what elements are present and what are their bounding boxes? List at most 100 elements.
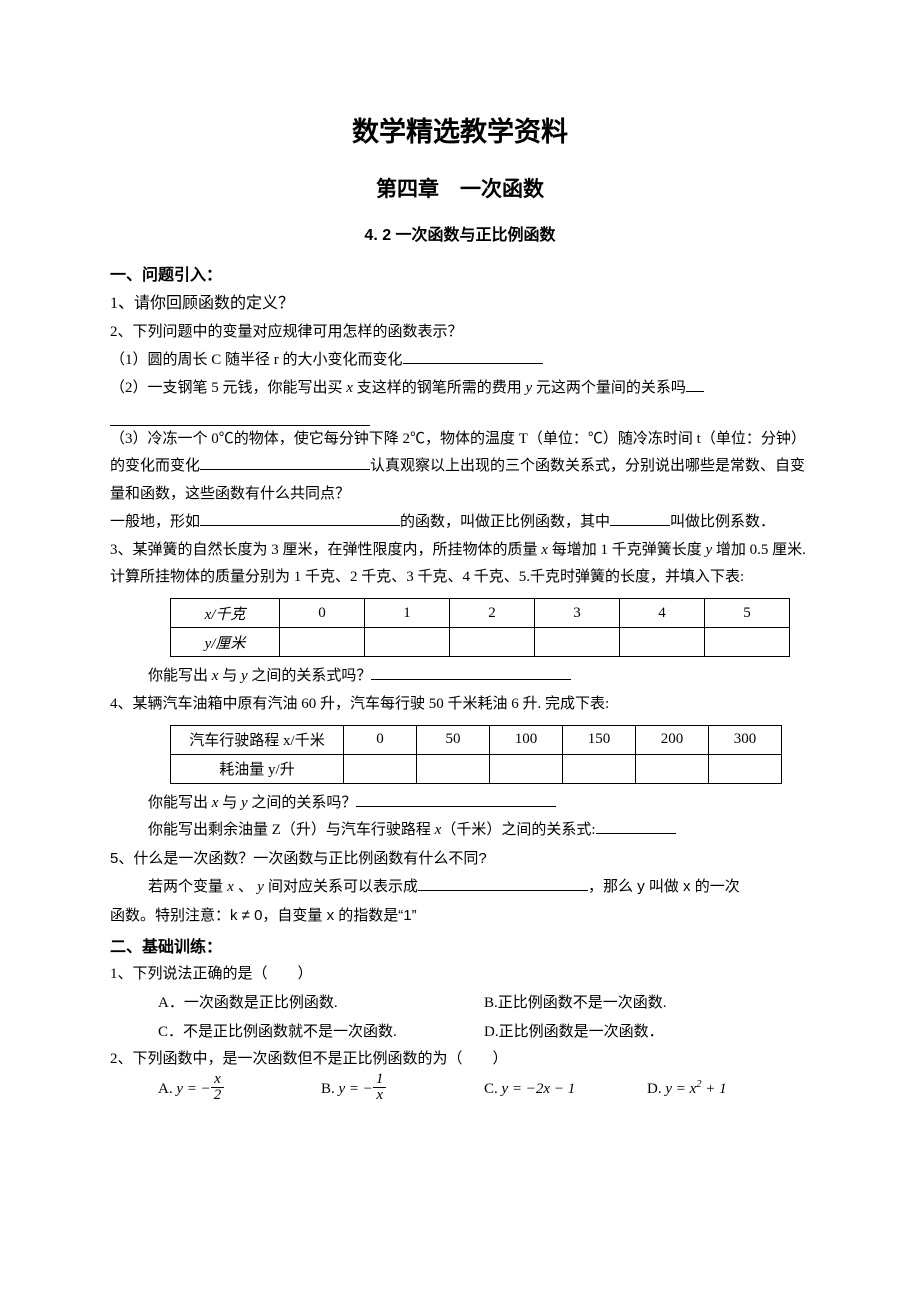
text: 每增加 1 千克弹簧长度 [548, 542, 706, 558]
q5-lead: 5、什么是一次函数？一次函数与正比例函数有什么不同? [110, 845, 810, 873]
table-cell: 200 [636, 725, 709, 754]
text: 3、某弹簧的自然长度为 3 厘米，在弹性限度内，所挂物体的质量 [110, 542, 541, 558]
section1-heading: 一、问题引入： [110, 261, 810, 285]
section2-heading: 二、基础训练： [110, 933, 810, 957]
text: （2）一支钢笔 5 元钱，你能写出买 [110, 380, 346, 396]
option-b: B.正比例函数不是一次函数. [484, 989, 810, 1018]
q3: 3、某弹簧的自然长度为 3 厘米，在弹性限度内，所挂物体的质量 x 每增加 1 … [110, 537, 810, 593]
text: 与 [218, 668, 241, 684]
table-cell [490, 754, 563, 783]
text: 的函数，叫做正比例函数，其中 [400, 514, 610, 530]
text: 支这样的钢笔所需的费用 [353, 380, 526, 396]
text: 一般地，形如 [110, 514, 200, 530]
expr: y = x [665, 1081, 696, 1097]
table-cell: 1 [365, 599, 450, 628]
table-cell [365, 628, 450, 657]
title-chapter: 第四章 一次函数 [110, 173, 810, 203]
q2-1: （1）圆的周长 C 随半径 r 的大小变化而变化 [110, 347, 810, 375]
text: 元这两个量间的关系吗 [532, 380, 686, 396]
var-y: y [257, 879, 264, 895]
q2-2: （2）一支钢笔 5 元钱，你能写出买 x 支这样的钢笔所需的费用 y 元这两个量… [110, 375, 810, 426]
text: 若两个变量 [148, 878, 227, 895]
table-cell [709, 754, 782, 783]
table-cell: 300 [709, 725, 782, 754]
blank [200, 454, 370, 470]
label: y/厘米 [205, 636, 246, 652]
var-x: x [227, 879, 234, 895]
option-a: A. y = −x2 [158, 1074, 321, 1105]
table-cell: 0 [344, 725, 417, 754]
var-y: y [241, 795, 248, 811]
blank [686, 376, 704, 392]
table-row: y/厘米 [171, 628, 790, 657]
blank [418, 875, 588, 891]
blank [403, 348, 543, 364]
var-x: x [346, 380, 353, 396]
q5-note: 函数。特别注意：k ≠ 0，自变量 x 的指数是“1” [110, 902, 810, 930]
table-cell: 100 [490, 725, 563, 754]
table-cell [280, 628, 365, 657]
text: 叫做比例系数． [670, 514, 775, 530]
text: 你能写出 [148, 795, 212, 811]
table-cell: 2 [450, 599, 535, 628]
q2-def: 一般地，形如 的函数，叫做正比例函数，其中 叫做比例系数． [110, 509, 810, 537]
table-fuel: 汽车行驶路程 x/千米 0 50 100 150 200 300 耗油量 y/升 [170, 725, 782, 784]
table-row: x/千克 0 1 2 3 4 5 [171, 599, 790, 628]
expr: + 1 [702, 1081, 727, 1097]
label: A. [158, 1081, 176, 1097]
table-cell [705, 628, 790, 657]
label: C. [484, 1081, 502, 1097]
text: 之间的关系式吗？ [248, 668, 372, 684]
table-cell [620, 628, 705, 657]
q1: 1、请你回顾函数的定义？ [110, 289, 810, 319]
q4-end2: 你能写出剩余油量 Z（升）与汽车行驶路程 x（千米）之间的关系式: [110, 817, 810, 845]
blank [610, 510, 670, 526]
blank [371, 664, 571, 680]
table-spring: x/千克 0 1 2 3 4 5 y/厘米 [170, 598, 790, 657]
q4-lead: 4、某辆汽车油箱中原有汽油 60 升，汽车每行驶 50 千米耗油 6 升. 完成… [110, 691, 810, 719]
table-cell: 50 [417, 725, 490, 754]
text: 你能写出 [148, 668, 212, 684]
label: B. [321, 1081, 339, 1097]
s2-q1-lead: 1、下列说法正确的是（ ） [110, 961, 810, 989]
blank [200, 510, 400, 526]
table-cell: 5 [705, 599, 790, 628]
q3-end: 你能写出 x 与 y 之间的关系式吗？ [110, 663, 810, 691]
text: 、 [234, 878, 257, 895]
label: x/千克 [205, 607, 246, 623]
table-header: 汽车行驶路程 x/千米 [171, 725, 344, 754]
s2-q1-options: A．一次函数是正比例函数. B.正比例函数不是一次函数. C．不是正比例函数就不… [110, 989, 810, 1046]
table-cell [417, 754, 490, 783]
blank [356, 791, 556, 807]
table-row: 汽车行驶路程 x/千米 0 50 100 150 200 300 [171, 725, 782, 754]
table-cell [535, 628, 620, 657]
table-cell: 3 [535, 599, 620, 628]
table-cell: 0 [280, 599, 365, 628]
q2-3: （3）冷冻一个 0℃的物体，使它每分钟下降 2℃，物体的温度 T（单位：℃）随冷… [110, 426, 810, 509]
table-cell [563, 754, 636, 783]
q4-end1: 你能写出 x 与 y 之间的关系吗？ [110, 790, 810, 818]
title-section: 4. 2 一次函数与正比例函数 [110, 221, 810, 245]
table-cell: 4 [620, 599, 705, 628]
option-d: D.正比例函数是一次函数． [484, 1018, 810, 1047]
q5-body: 若两个变量 x 、 y 间对应关系可以表示成 ，那么 y 叫做 x 的一次 [110, 873, 810, 902]
var-x: x [541, 542, 548, 558]
option-c: C. y = −2x − 1 [484, 1075, 647, 1104]
option-a: A．一次函数是正比例函数. [158, 989, 484, 1018]
var-y: y [241, 668, 248, 684]
table-header: y/厘米 [171, 628, 280, 657]
text: ，那么 y 叫做 x 的一次 [588, 878, 740, 895]
text: 间对应关系可以表示成 [264, 878, 418, 895]
table-cell [636, 754, 709, 783]
table-cell [344, 754, 417, 783]
option-d: D. y = x2 + 1 [647, 1075, 810, 1104]
text: 与 [218, 795, 241, 811]
label: D. [647, 1081, 665, 1097]
table-header: x/千克 [171, 599, 280, 628]
s2-q2-options: A. y = −x2 B. y = −1x C. y = −2x − 1 D. … [110, 1074, 810, 1105]
text: （千米）之间的关系式: [441, 822, 595, 838]
blank [596, 818, 676, 834]
s2-q2-lead: 2、下列函数中，是一次函数但不是正比例函数的为（ ） [110, 1046, 810, 1074]
table-row: 耗油量 y/升 [171, 754, 782, 783]
table-cell [450, 628, 535, 657]
